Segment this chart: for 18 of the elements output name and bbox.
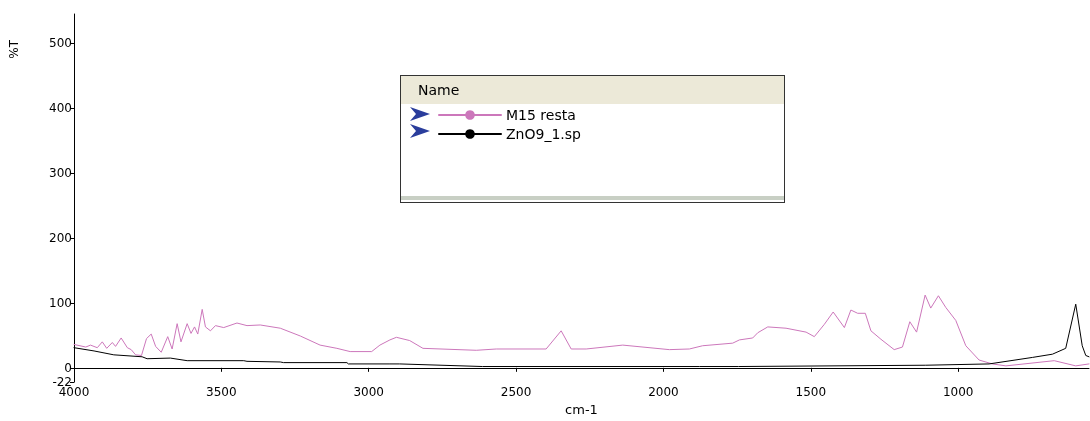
y-tick-label: 400: [49, 101, 72, 116]
x-tick-label: 3000: [353, 385, 384, 400]
x-tick-label: 2000: [648, 385, 679, 400]
y-axis-title: %T: [7, 39, 21, 59]
y-tick-label: 300: [49, 166, 72, 181]
x-axis-title: cm-1: [565, 402, 598, 417]
y-tick-label: 100: [49, 295, 72, 310]
y-tick-label: 200: [49, 230, 72, 245]
x-tick-label: 1500: [795, 385, 827, 400]
y-tick-label: 500: [49, 36, 72, 51]
x-tick-label: 3500: [206, 385, 237, 400]
x-tick-label: 4000: [58, 385, 90, 400]
x-tick-label: 2500: [500, 385, 532, 400]
legend-label: M15 resta: [506, 107, 576, 123]
legend-label: ZnO9_1.sp: [506, 126, 582, 142]
legend-title: Name: [418, 82, 460, 98]
x-tick-label: 1000: [942, 385, 974, 400]
y-tick-label: 0: [64, 360, 72, 375]
